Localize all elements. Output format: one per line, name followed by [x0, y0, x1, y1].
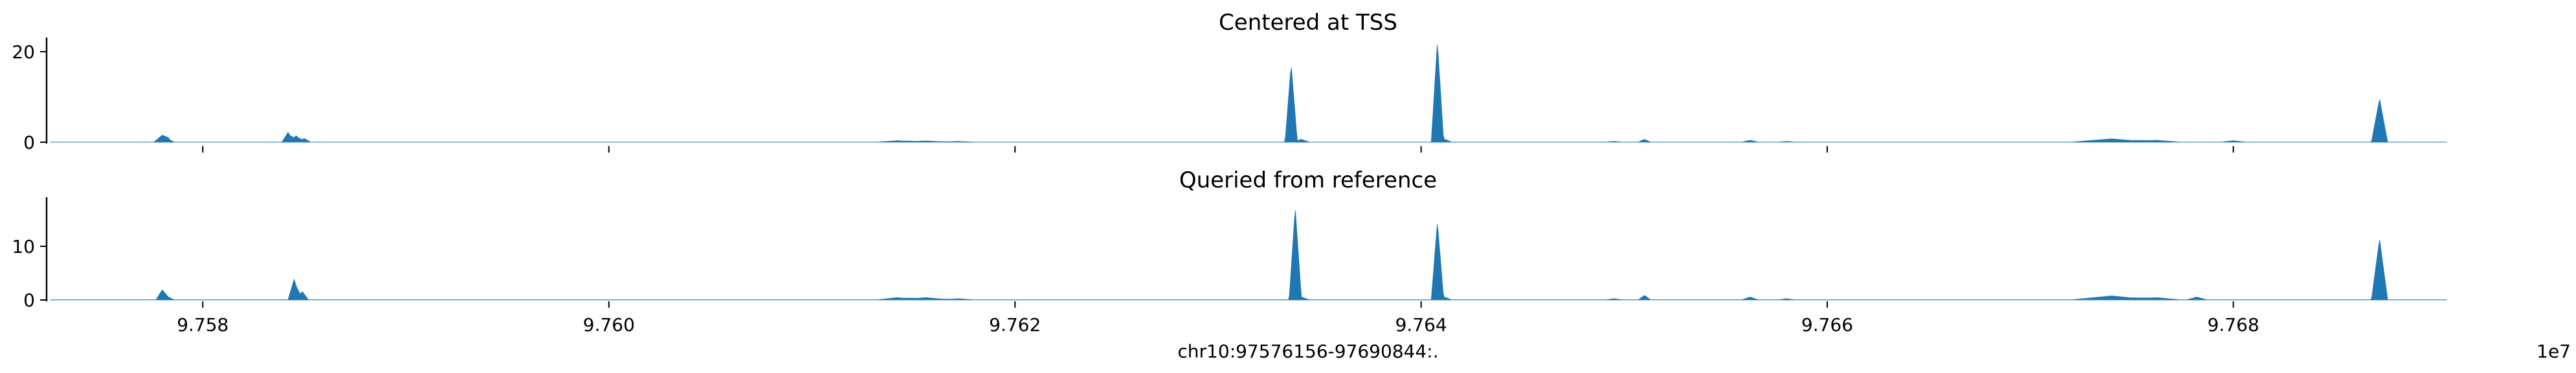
signal-area	[50, 210, 2447, 301]
panel-title: Queried from reference	[1179, 167, 1437, 193]
x-tick-label: 9.762	[989, 314, 1041, 336]
x-axis-label: chr10:97576156-97690844:.	[1177, 341, 1438, 362]
x-tick-label: 9.768	[2207, 314, 2259, 336]
x-tick-label: 9.760	[583, 314, 635, 336]
panel-queried-from-reference: Queried from reference 0 10 9.758 9.760 9.…	[12, 167, 2447, 336]
panel-centered-at-tss: Centered at TSS 0 20	[12, 10, 2447, 153]
y-tick-label: 20	[12, 41, 35, 63]
x-tick-label: 9.764	[1395, 314, 1447, 336]
x-tick-group	[202, 146, 2234, 153]
y-tick-label: 10	[12, 236, 35, 257]
panel-title: Centered at TSS	[1219, 10, 1397, 36]
x-tick-label: 9.758	[177, 314, 228, 336]
x-offset-label: 1e7	[2537, 341, 2571, 362]
y-tick-label: 0	[23, 132, 35, 153]
x-tick-group: 9.758 9.760 9.762 9.764 9.766 9.768	[177, 301, 2260, 336]
x-tick-label: 9.766	[1801, 314, 1853, 336]
signal-area	[50, 44, 2447, 143]
y-tick-label: 0	[23, 290, 35, 311]
